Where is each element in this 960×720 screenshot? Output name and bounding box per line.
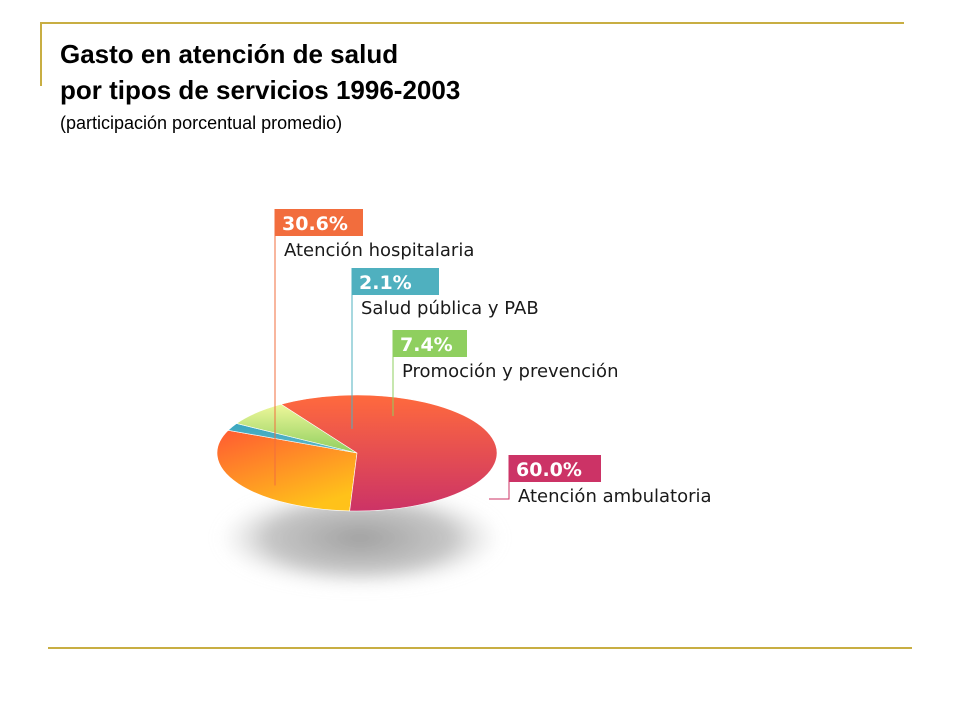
pie-slices <box>216 394 498 512</box>
title-line-2: por tipos de servicios 1996-2003 <box>60 75 461 105</box>
left-rule <box>40 22 42 86</box>
pie-callouts: 30.6% Atención hospitalaria 2.1% Salud públ… <box>274 209 712 507</box>
chart-subtitle: (participación porcentual promedio) <box>60 113 343 133</box>
value-tag-salud-publica <box>352 268 439 295</box>
category-label-hospitalaria: Atención hospitalaria <box>284 240 474 261</box>
value-label-hospitalaria: 30.6% <box>282 213 348 235</box>
pie-slice-hospitalaria <box>216 429 358 512</box>
pie-shadow <box>218 488 502 588</box>
category-label-salud-publica: Salud pública y PAB <box>361 298 539 319</box>
value-tag-ambulatoria <box>509 455 601 482</box>
bottom-rule <box>48 647 912 649</box>
value-label-promocion: 7.4% <box>400 334 453 356</box>
value-tag-promocion <box>393 330 467 357</box>
value-label-ambulatoria: 60.0% <box>516 459 582 481</box>
top-rule <box>40 22 904 24</box>
category-label-ambulatoria: Atención ambulatoria <box>518 486 712 507</box>
chart-title: Gasto en atención de salud por tipos de … <box>60 36 460 108</box>
value-tag-hospitalaria <box>275 209 363 236</box>
value-label-salud-publica: 2.1% <box>359 272 412 294</box>
category-label-promocion: Promoción y prevención <box>402 361 618 382</box>
title-line-1: Gasto en atención de salud <box>60 39 399 69</box>
